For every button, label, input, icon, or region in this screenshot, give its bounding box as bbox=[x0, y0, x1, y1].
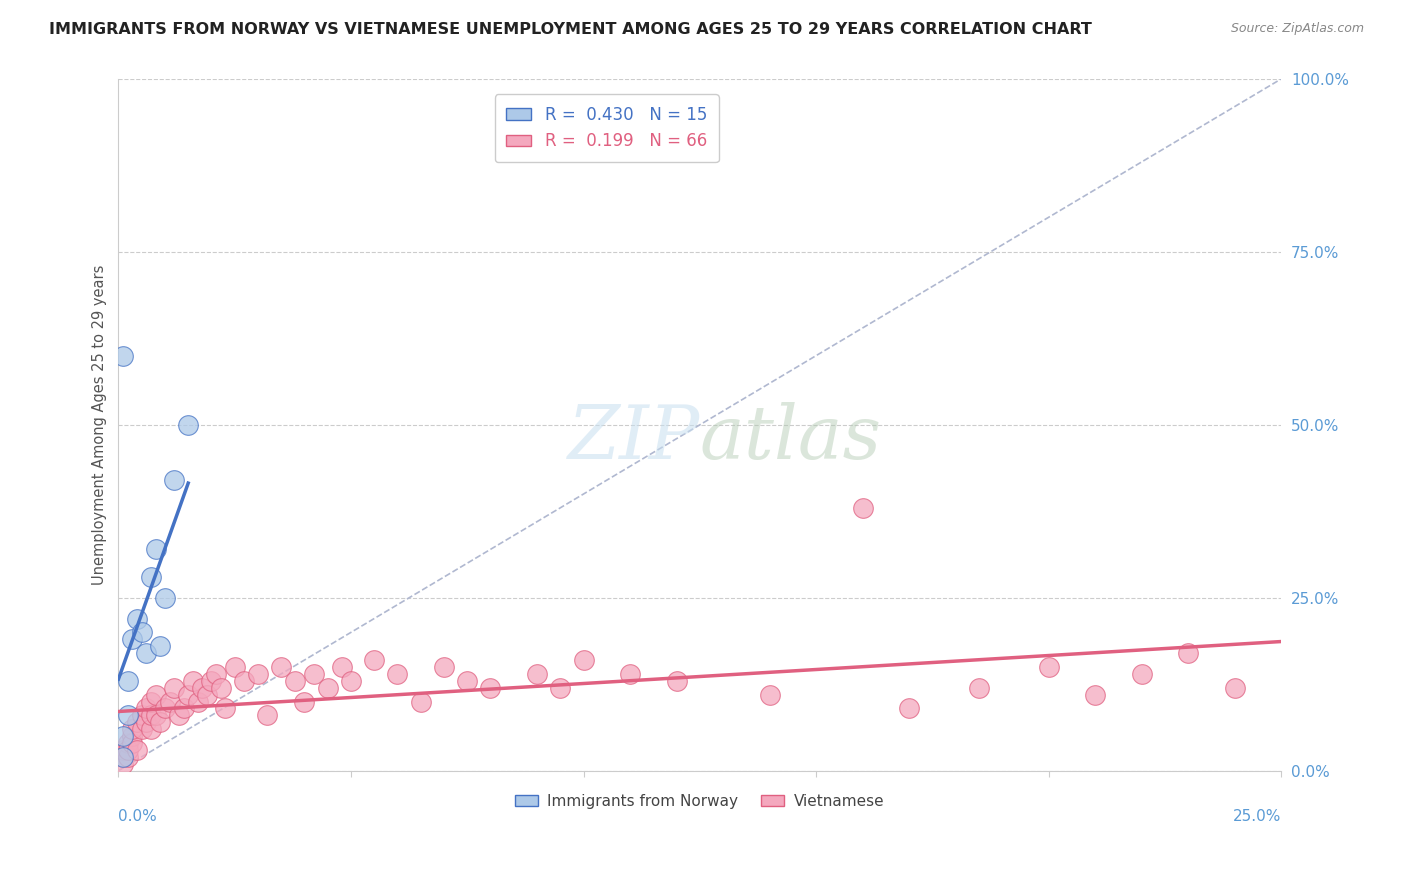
Point bbox=[1130, 666, 1153, 681]
Point bbox=[898, 701, 921, 715]
Point bbox=[191, 681, 214, 695]
Point bbox=[139, 722, 162, 736]
Text: ZIP: ZIP bbox=[568, 402, 700, 475]
Text: IMMIGRANTS FROM NORWAY VS VIETNAMESE UNEMPLOYMENT AMONG AGES 25 TO 29 YEARS CORR: IMMIGRANTS FROM NORWAY VS VIETNAMESE UNE… bbox=[49, 22, 1092, 37]
Point bbox=[163, 681, 186, 695]
Point bbox=[665, 673, 688, 688]
Point bbox=[153, 591, 176, 605]
Point bbox=[294, 694, 316, 708]
Point bbox=[224, 660, 246, 674]
Point bbox=[1177, 646, 1199, 660]
Point bbox=[117, 673, 139, 688]
Point bbox=[163, 473, 186, 487]
Point bbox=[214, 701, 236, 715]
Point bbox=[159, 694, 181, 708]
Point bbox=[246, 666, 269, 681]
Text: 0.0%: 0.0% bbox=[118, 809, 157, 823]
Point bbox=[233, 673, 256, 688]
Point bbox=[409, 694, 432, 708]
Point bbox=[479, 681, 502, 695]
Point bbox=[181, 673, 204, 688]
Point bbox=[548, 681, 571, 695]
Point bbox=[131, 722, 153, 736]
Point bbox=[145, 542, 167, 557]
Point bbox=[139, 694, 162, 708]
Point bbox=[851, 500, 873, 515]
Point bbox=[121, 729, 143, 743]
Point bbox=[121, 632, 143, 647]
Point bbox=[131, 625, 153, 640]
Point bbox=[1038, 660, 1060, 674]
Point bbox=[117, 736, 139, 750]
Point bbox=[112, 743, 135, 757]
Point bbox=[149, 639, 172, 653]
Point bbox=[330, 660, 353, 674]
Point bbox=[139, 570, 162, 584]
Point bbox=[139, 708, 162, 723]
Point bbox=[125, 611, 148, 625]
Point bbox=[572, 653, 595, 667]
Point bbox=[117, 750, 139, 764]
Point bbox=[200, 673, 222, 688]
Point bbox=[363, 653, 385, 667]
Legend: Immigrants from Norway, Vietnamese: Immigrants from Norway, Vietnamese bbox=[509, 788, 890, 815]
Point bbox=[125, 715, 148, 730]
Point bbox=[112, 750, 135, 764]
Text: 25.0%: 25.0% bbox=[1233, 809, 1281, 823]
Point bbox=[125, 743, 148, 757]
Point bbox=[195, 688, 218, 702]
Point bbox=[270, 660, 292, 674]
Point bbox=[117, 708, 139, 723]
Point bbox=[256, 708, 278, 723]
Point bbox=[186, 694, 208, 708]
Point bbox=[302, 666, 325, 681]
Text: atlas: atlas bbox=[700, 402, 882, 475]
Text: Source: ZipAtlas.com: Source: ZipAtlas.com bbox=[1230, 22, 1364, 36]
Point bbox=[117, 743, 139, 757]
Point bbox=[149, 715, 172, 730]
Point bbox=[112, 750, 135, 764]
Point bbox=[112, 349, 135, 363]
Point bbox=[1084, 688, 1107, 702]
Point bbox=[205, 666, 228, 681]
Point bbox=[177, 417, 200, 432]
Point bbox=[112, 756, 135, 771]
Point bbox=[135, 701, 157, 715]
Point bbox=[1223, 681, 1246, 695]
Point bbox=[340, 673, 363, 688]
Point bbox=[135, 646, 157, 660]
Point bbox=[145, 708, 167, 723]
Point bbox=[967, 681, 990, 695]
Point bbox=[112, 729, 135, 743]
Point bbox=[177, 688, 200, 702]
Point bbox=[526, 666, 548, 681]
Y-axis label: Unemployment Among Ages 25 to 29 years: Unemployment Among Ages 25 to 29 years bbox=[93, 265, 107, 585]
Point bbox=[619, 666, 641, 681]
Point bbox=[135, 715, 157, 730]
Point bbox=[387, 666, 409, 681]
Point bbox=[209, 681, 232, 695]
Point bbox=[145, 688, 167, 702]
Point bbox=[433, 660, 456, 674]
Point bbox=[121, 722, 143, 736]
Point bbox=[173, 701, 195, 715]
Point bbox=[121, 736, 143, 750]
Point bbox=[167, 708, 190, 723]
Point bbox=[284, 673, 307, 688]
Point bbox=[456, 673, 478, 688]
Point bbox=[153, 701, 176, 715]
Point bbox=[131, 708, 153, 723]
Point bbox=[316, 681, 339, 695]
Point bbox=[758, 688, 780, 702]
